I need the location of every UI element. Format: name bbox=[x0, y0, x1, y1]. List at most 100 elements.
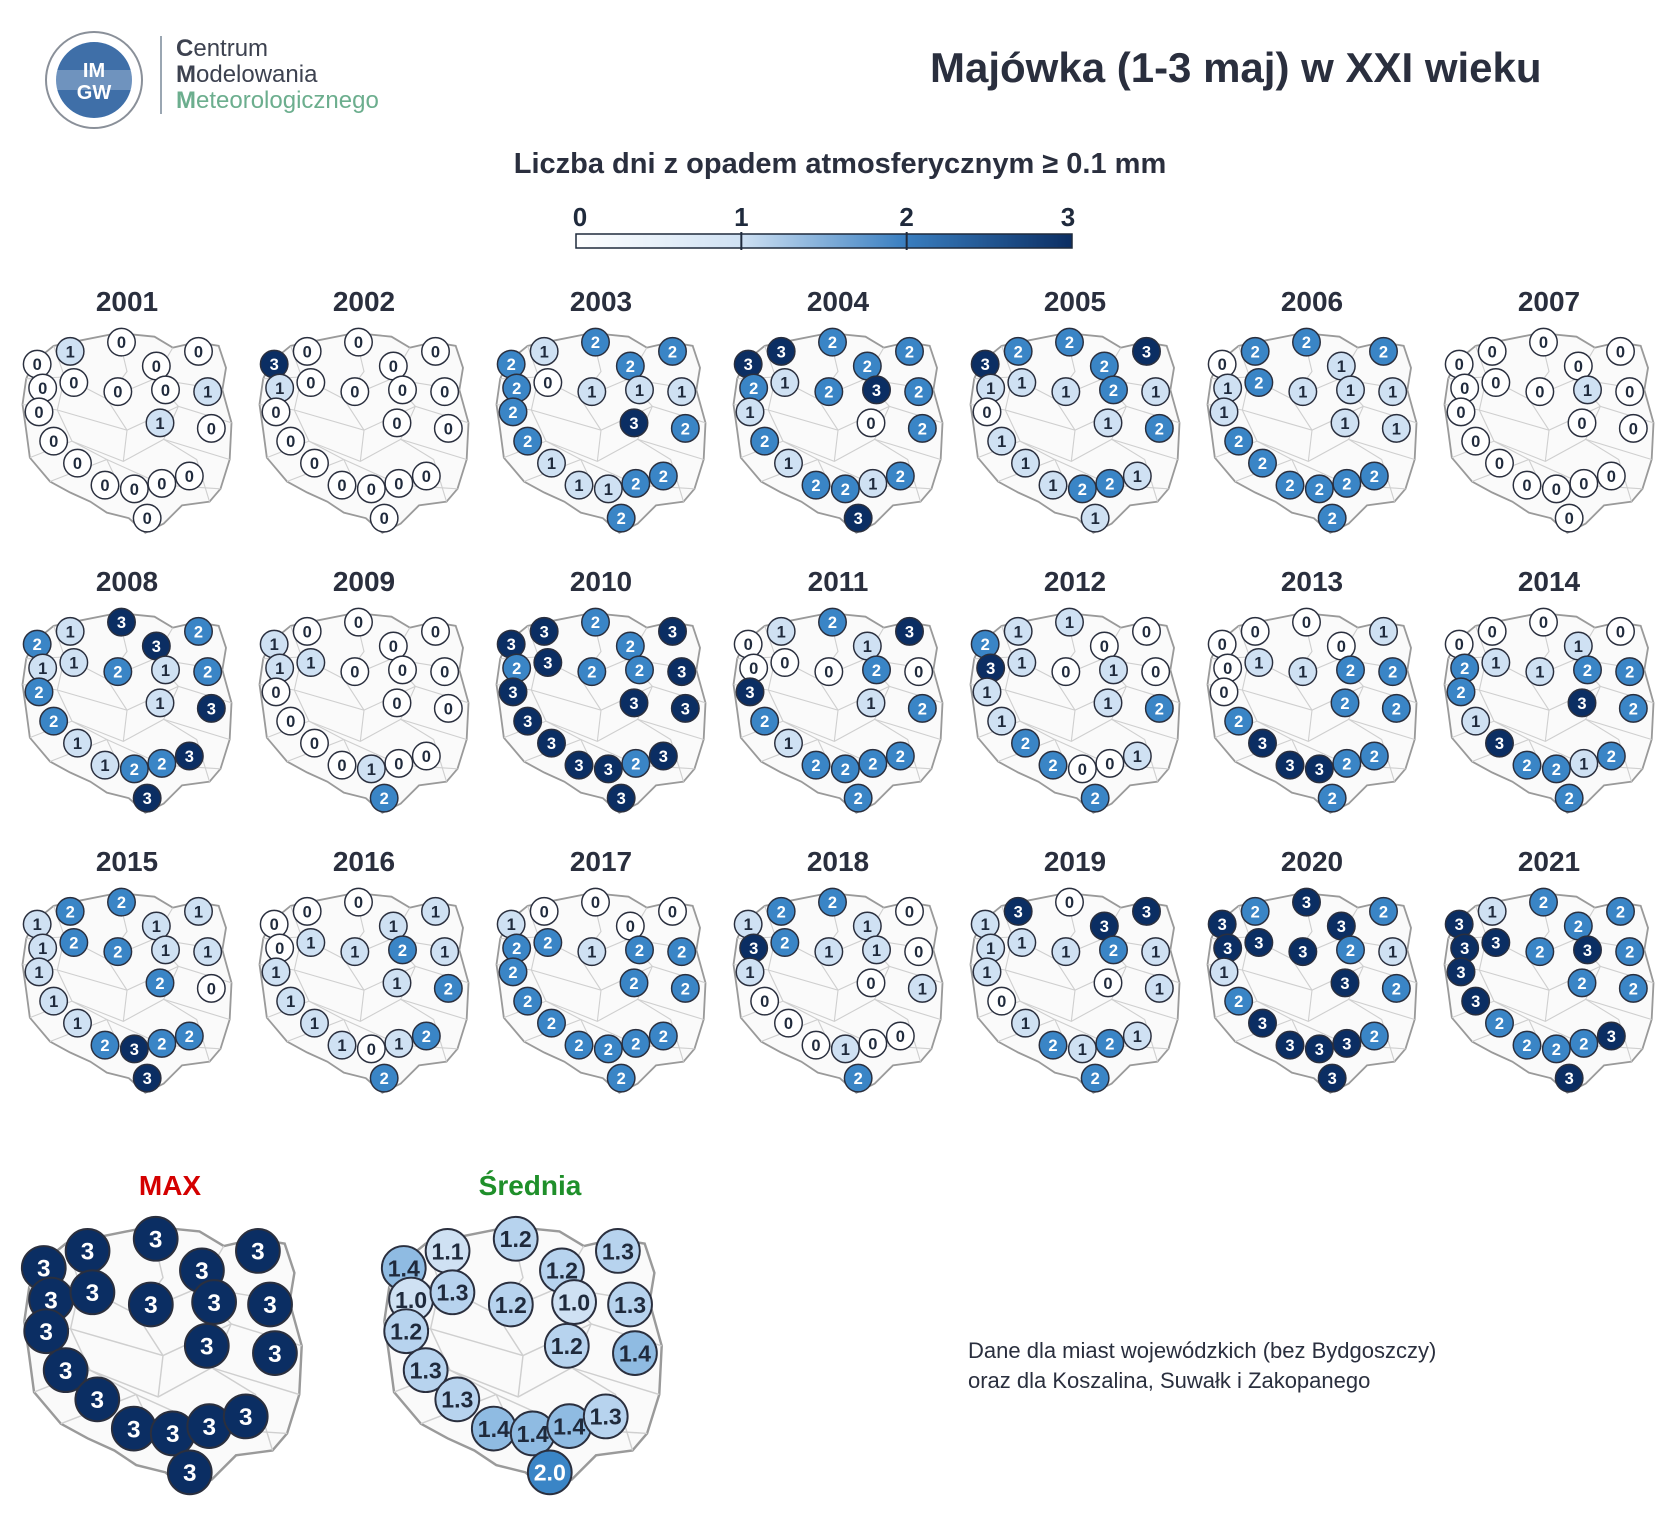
station-circle bbox=[1485, 728, 1514, 758]
station-circle bbox=[1330, 688, 1360, 718]
station-value: 0 bbox=[1251, 623, 1260, 641]
station-circle bbox=[55, 336, 85, 366]
station-value: 1 bbox=[1133, 468, 1142, 486]
station-circle bbox=[276, 706, 306, 736]
station-value: 2 bbox=[1109, 382, 1118, 400]
station-value: 1 bbox=[507, 916, 516, 934]
station-circle bbox=[1248, 728, 1277, 758]
station-marker: 2 bbox=[593, 1034, 623, 1064]
station-marker: 2 bbox=[1099, 935, 1128, 965]
station-value: 3 bbox=[1315, 1041, 1324, 1059]
station-value: 2 bbox=[635, 662, 644, 680]
station-circle bbox=[151, 375, 180, 405]
station-circle bbox=[1244, 928, 1274, 957]
station-marker: 2 bbox=[581, 327, 610, 357]
station-marker: 1 bbox=[987, 706, 1017, 736]
station-value: 2 bbox=[100, 1037, 109, 1055]
station-marker: 1 bbox=[1011, 1008, 1040, 1038]
station-value: 3 bbox=[1460, 940, 1469, 958]
station-circle bbox=[1336, 375, 1365, 405]
station-marker: 0 bbox=[801, 1030, 831, 1060]
station-marker: 0 bbox=[1207, 349, 1237, 379]
station-marker: 0 bbox=[856, 968, 886, 998]
station-circle bbox=[648, 461, 678, 491]
station-value: 1.0 bbox=[558, 1289, 590, 1315]
station-marker: 3 bbox=[733, 349, 763, 379]
station-marker: 0 bbox=[733, 629, 763, 659]
station-value: 2 bbox=[1579, 1035, 1588, 1053]
station-circle bbox=[818, 327, 847, 357]
station-value: 1 bbox=[38, 660, 47, 678]
station-marker: 2 bbox=[818, 887, 847, 917]
station-circle bbox=[904, 377, 934, 407]
station-circle bbox=[344, 887, 373, 917]
station-marker: 2 bbox=[801, 470, 831, 500]
station-marker: 3 bbox=[862, 375, 891, 405]
station-circle bbox=[814, 657, 844, 687]
station-marker: 1.3 bbox=[434, 1376, 481, 1423]
station-value: 2 bbox=[1456, 684, 1465, 702]
station-circle bbox=[1132, 336, 1161, 366]
station-marker: 1 bbox=[55, 616, 85, 646]
station-value: 2 bbox=[1370, 468, 1379, 486]
station-marker: 1 bbox=[972, 677, 1002, 707]
station-value: 1 bbox=[872, 942, 881, 960]
station-marker: 2 bbox=[801, 750, 831, 780]
station-circle bbox=[1275, 750, 1305, 780]
station-circle bbox=[1304, 1034, 1334, 1064]
station-marker: 1 bbox=[59, 648, 89, 677]
data-note-line-2: oraz dla Koszalina, Suwałk i Zakopanego bbox=[968, 1368, 1371, 1393]
station-value: 3 bbox=[81, 1239, 95, 1266]
station-circle bbox=[670, 973, 700, 1003]
station-value: 2 bbox=[1254, 374, 1263, 392]
station-value: 2 bbox=[66, 903, 75, 921]
station-circle bbox=[1099, 375, 1128, 405]
station-marker: 1 bbox=[193, 377, 223, 407]
station-marker: 3 bbox=[735, 677, 765, 707]
station-circle bbox=[1618, 413, 1648, 443]
station-marker: 2 bbox=[107, 887, 136, 917]
station-value: 0 bbox=[1151, 664, 1160, 682]
station-circle bbox=[735, 677, 765, 707]
station-circle bbox=[1332, 1028, 1362, 1058]
station-value: 1 bbox=[981, 916, 990, 934]
station-value: 0 bbox=[286, 433, 295, 451]
station-circle bbox=[434, 1376, 481, 1423]
station-value: 0 bbox=[38, 380, 47, 398]
station-marker: 1 bbox=[1093, 688, 1123, 718]
station-marker: 2 bbox=[1615, 657, 1645, 687]
station-marker: 1.4 bbox=[509, 1410, 556, 1457]
station-value: 3 bbox=[185, 748, 194, 766]
station-marker: 3 bbox=[606, 783, 636, 813]
station-value: 3 bbox=[981, 356, 990, 374]
station-circle bbox=[1080, 783, 1110, 813]
station-value: 1 bbox=[49, 993, 58, 1011]
province-border bbox=[527, 625, 595, 768]
station-value: 1 bbox=[863, 638, 872, 656]
station-circle bbox=[1615, 937, 1645, 967]
station-value: 2 bbox=[863, 358, 872, 376]
station-value: 0 bbox=[440, 384, 449, 402]
station-value: 3 bbox=[1456, 964, 1465, 982]
station-circle bbox=[1569, 748, 1599, 778]
station-circle bbox=[1080, 503, 1110, 533]
station-value: 0 bbox=[310, 455, 319, 473]
station-circle bbox=[543, 1322, 590, 1369]
station-circle bbox=[1095, 468, 1125, 498]
station-marker: 3 bbox=[127, 1281, 174, 1328]
station-marker: 0 bbox=[770, 648, 800, 677]
station-value: 0 bbox=[1491, 374, 1500, 392]
station-value: 2 bbox=[1370, 748, 1379, 766]
station-value: 3 bbox=[44, 1287, 58, 1314]
station-value: 1.3 bbox=[410, 1357, 442, 1383]
station-marker: 2 bbox=[907, 693, 937, 723]
station-marker: 3 bbox=[1485, 728, 1514, 758]
station-value: 1 bbox=[540, 343, 549, 361]
station-circle bbox=[430, 377, 460, 407]
station-circle bbox=[327, 470, 357, 500]
station-value: 2 bbox=[1234, 433, 1243, 451]
station-circle bbox=[1525, 937, 1555, 967]
station-marker: 2 bbox=[1512, 1030, 1542, 1060]
station-value: 1 bbox=[194, 903, 203, 921]
